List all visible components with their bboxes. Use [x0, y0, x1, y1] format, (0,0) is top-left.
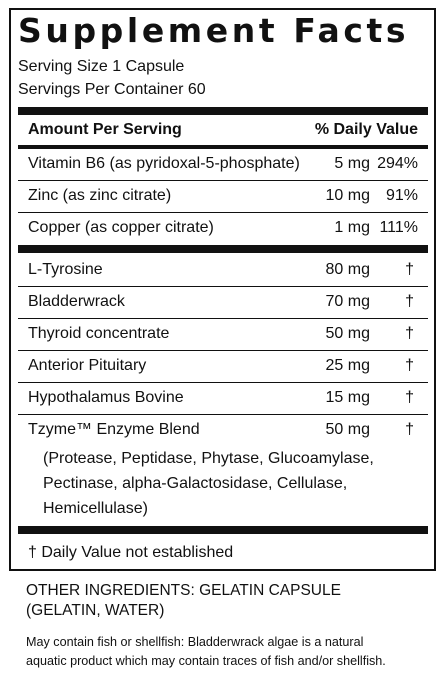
ingredient-name: Anterior Pituitary: [28, 357, 147, 374]
ingredient-name: Hypothalamus Bovine: [28, 389, 184, 406]
nutrient-row: Vitamin B6 (as pyridoxal-5-phosphate) 5 …: [18, 152, 428, 176]
ingredient-row: Thyroid concentrate 50 mg †: [18, 322, 428, 346]
supplement-facts-panel: [9, 8, 436, 571]
dagger-symbol: †: [405, 293, 414, 310]
dagger-symbol: †: [405, 261, 414, 278]
ingredient-amount: 50 mg: [325, 421, 370, 438]
amount-per-serving-label: Amount Per Serving: [28, 121, 182, 138]
nutrient-dv: 111%: [379, 219, 418, 236]
other-ingredients-line: (GELATIN, WATER): [26, 602, 165, 619]
ingredient-row: Hypothalamus Bovine 15 mg †: [18, 386, 428, 410]
ingredient-amount: 25 mg: [325, 357, 370, 374]
allergen-warning-line: aquatic product which may contain traces…: [26, 654, 386, 668]
ingredient-amount: 15 mg: [325, 389, 370, 406]
dagger-symbol: †: [405, 325, 414, 342]
dagger-symbol: †: [405, 421, 414, 438]
row-divider: [18, 180, 428, 181]
thick-divider: [18, 107, 428, 115]
nutrient-dv: 91%: [385, 187, 418, 204]
nutrient-dv: 294%: [377, 155, 418, 172]
serving-size: Serving Size 1 Capsule: [18, 58, 185, 75]
row-divider: [18, 382, 428, 383]
panel-title: Supplement Facts: [18, 11, 410, 50]
thick-divider: [18, 526, 428, 534]
row-divider: [18, 414, 428, 415]
ingredient-name: Tzyme™ Enzyme Blend: [28, 421, 200, 438]
daily-value-footnote: † Daily Value not established: [28, 544, 234, 561]
table-header: Amount Per Serving % Daily Value: [18, 118, 428, 142]
nutrient-row: Zinc (as zinc citrate) 10 mg 91%: [18, 184, 428, 208]
nutrient-name: Copper (as copper citrate): [28, 219, 214, 236]
nutrient-row: Copper (as copper citrate) 1 mg 111%: [18, 216, 428, 240]
nutrient-amount: 5 mg: [334, 155, 370, 172]
ingredient-row: Anterior Pituitary 25 mg †: [18, 354, 428, 378]
row-divider: [18, 212, 428, 213]
allergen-warning-line: May contain fish or shellfish: Bladderwr…: [26, 635, 364, 649]
nutrient-name: Vitamin B6 (as pyridoxal-5-phosphate): [28, 155, 300, 172]
other-ingredients-line: OTHER INGREDIENTS: GELATIN CAPSULE: [26, 582, 341, 599]
ingredient-amount: 80 mg: [325, 261, 370, 278]
ingredient-row: Bladderwrack 70 mg †: [18, 290, 428, 314]
blend-components-line: Pectinase, alpha-Galactosidase, Cellulas…: [43, 475, 348, 492]
nutrient-amount: 10 mg: [325, 187, 370, 204]
row-divider: [18, 318, 428, 319]
row-divider: [18, 286, 428, 287]
ingredient-amount: 70 mg: [325, 293, 370, 310]
ingredient-amount: 50 mg: [325, 325, 370, 342]
dagger-symbol: †: [405, 389, 414, 406]
medium-divider: [18, 145, 428, 149]
servings-per-container: Servings Per Container 60: [18, 81, 206, 98]
dagger-symbol: †: [405, 357, 414, 374]
row-divider: [18, 350, 428, 351]
thick-divider: [18, 245, 428, 253]
ingredient-name: Thyroid concentrate: [28, 325, 170, 342]
ingredient-name: Bladderwrack: [28, 293, 125, 310]
blend-components-line: Hemicellulase): [43, 500, 148, 517]
ingredient-name: L-Tyrosine: [28, 261, 103, 278]
ingredient-row: L-Tyrosine 80 mg †: [18, 258, 428, 282]
nutrient-name: Zinc (as zinc citrate): [28, 187, 172, 204]
blend-components-line: (Protease, Peptidase, Phytase, Glucoamyl…: [43, 450, 374, 467]
nutrient-amount: 1 mg: [334, 219, 370, 236]
daily-value-label: % Daily Value: [314, 121, 418, 138]
ingredient-row: Tzyme™ Enzyme Blend 50 mg †: [18, 418, 428, 442]
